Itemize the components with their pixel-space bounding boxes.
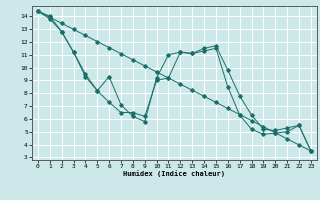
X-axis label: Humidex (Indice chaleur): Humidex (Indice chaleur) [124, 171, 225, 177]
